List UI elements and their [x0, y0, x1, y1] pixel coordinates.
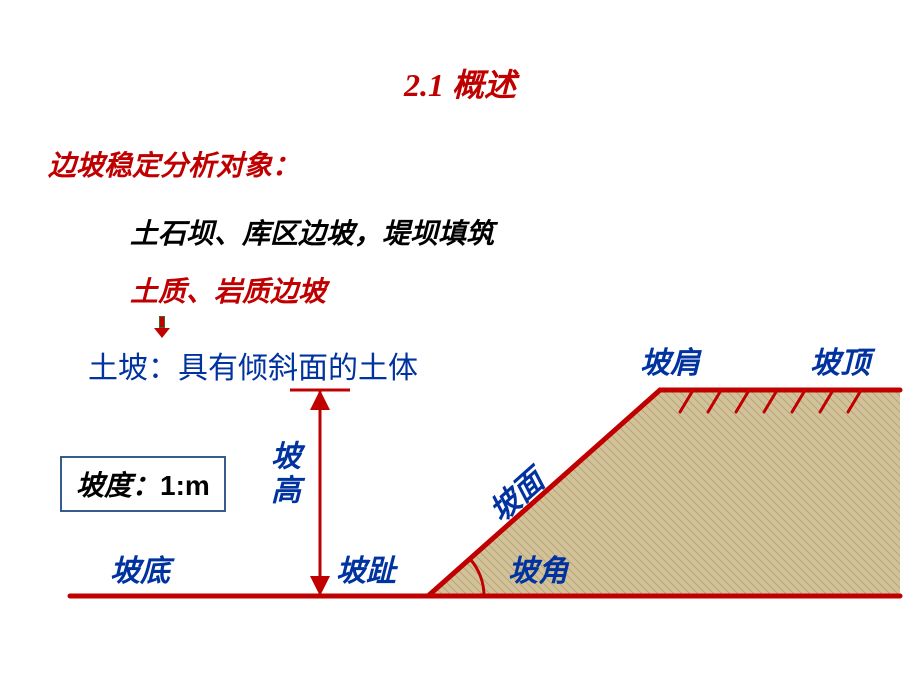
definition-line: 土坡：具有倾斜面的土体 — [0, 341, 920, 387]
label-face: 坡面 — [478, 457, 552, 530]
analysis-heading: 边坡稳定分析对象： — [0, 106, 920, 184]
objects-line: 土石坝、库区边坡，堤坝填筑 — [0, 184, 920, 252]
label-shoulder: 坡肩 — [640, 338, 700, 382]
slope-ratio-box: 坡度：1:m — [60, 456, 226, 512]
slope-types-line: 土质、岩质边坡 — [0, 252, 920, 310]
section-title: 2.1 概述 — [0, 0, 920, 106]
ratio-value: 1:m — [160, 470, 210, 501]
label-bottom: 坡底 — [110, 546, 170, 590]
down-arrow-icon — [0, 310, 920, 341]
label-toe: 坡趾 — [336, 546, 396, 590]
label-angle: 坡角 — [508, 546, 568, 590]
label-height: 坡高 — [260, 440, 304, 508]
label-top: 坡顶 — [810, 338, 870, 382]
ratio-prefix: 坡度： — [76, 471, 160, 502]
